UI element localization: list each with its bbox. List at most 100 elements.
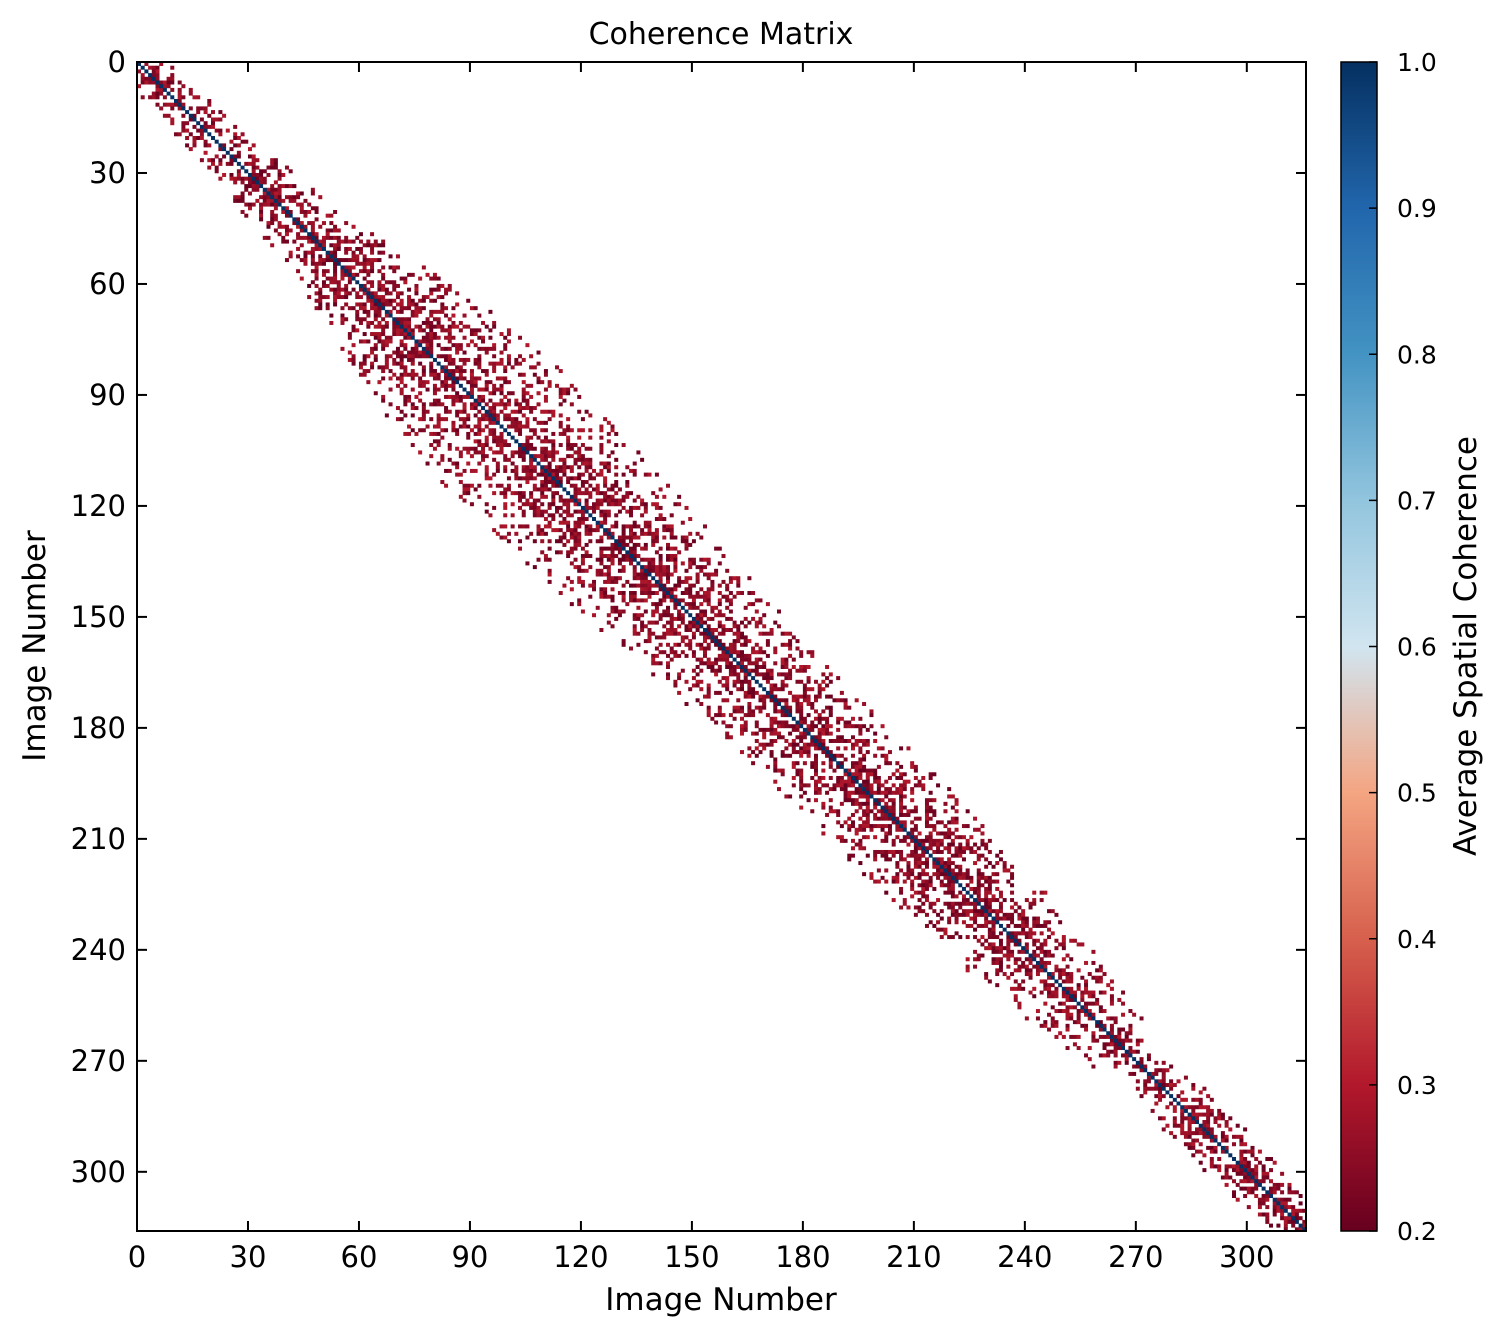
heatmap-cell — [1261, 1197, 1266, 1202]
heatmap-cell — [584, 487, 589, 492]
heatmap-cell — [669, 657, 674, 662]
heatmap-cell — [647, 628, 652, 632]
heatmap-cell — [651, 539, 656, 544]
heatmap-cell — [984, 886, 989, 891]
heatmap-cell — [344, 235, 349, 240]
heatmap-cell — [1039, 979, 1044, 984]
heatmap-cell — [299, 221, 304, 226]
heatmap-cell — [610, 624, 615, 629]
heatmap-cell — [1113, 1020, 1118, 1025]
heatmap-cell — [643, 587, 648, 592]
heatmap-cell — [333, 246, 338, 251]
heatmap-cell — [1232, 1134, 1237, 1139]
heatmap-cell — [666, 653, 671, 658]
heatmap-cell — [584, 505, 589, 510]
heatmap-cell — [1106, 1049, 1111, 1054]
heatmap-cell — [210, 161, 215, 166]
heatmap-cell — [466, 413, 471, 418]
heatmap-cell — [377, 309, 382, 314]
heatmap-cell — [425, 461, 430, 466]
heatmap-cell — [303, 224, 308, 229]
heatmap-cell — [296, 269, 301, 274]
heatmap-cell — [1021, 986, 1026, 991]
heatmap-cell — [259, 202, 264, 207]
heatmap-cell — [740, 668, 744, 673]
heatmap-cell — [884, 805, 889, 810]
diagonal-cell — [1202, 1127, 1207, 1132]
heatmap-cell — [891, 898, 896, 903]
heatmap-cell — [673, 502, 678, 507]
heatmap-cell — [484, 443, 489, 448]
heatmap-cell — [1010, 864, 1015, 869]
heatmap-cell — [673, 653, 678, 658]
heatmap-cell — [481, 443, 486, 448]
heatmap-cell — [299, 258, 304, 263]
diagonal-cell — [488, 413, 493, 418]
heatmap-cell — [1050, 983, 1055, 988]
diagonal-cell — [244, 169, 249, 174]
heatmap-cell — [606, 568, 611, 573]
heatmap-cell — [144, 76, 149, 81]
diagonal-cell — [395, 320, 400, 325]
heatmap-cell — [1050, 994, 1055, 999]
heatmap-cell — [606, 576, 611, 581]
heatmap-cell — [865, 820, 870, 825]
heatmap-cell — [791, 775, 796, 780]
heatmap-cell — [395, 417, 400, 422]
heatmap-cell — [362, 254, 367, 259]
heatmap-cell — [518, 446, 523, 451]
heatmap-cell — [314, 306, 319, 311]
heatmap-cell — [813, 761, 818, 766]
heatmap-cell — [654, 517, 659, 522]
heatmap-cell — [847, 724, 852, 729]
heatmap-cell — [928, 905, 933, 910]
heatmap-cell — [418, 324, 423, 329]
heatmap-cell — [1121, 1012, 1126, 1017]
heatmap-cell — [551, 513, 556, 518]
heatmap-cell — [614, 609, 619, 614]
heatmap-cell — [566, 465, 571, 470]
diagonal-cell — [462, 387, 467, 392]
heatmap-cell — [884, 853, 889, 858]
heatmap-cell — [562, 472, 567, 477]
heatmap-cell — [780, 713, 785, 718]
heatmap-cell — [721, 657, 726, 662]
heatmap-cell — [865, 824, 870, 829]
diagonal-cell — [310, 235, 315, 240]
heatmap-cell — [499, 431, 504, 436]
heatmap-cell — [806, 727, 811, 732]
heatmap-cell — [950, 905, 955, 910]
heatmap-cell — [495, 387, 500, 392]
heatmap-cell — [510, 450, 515, 455]
heatmap-cell — [444, 406, 449, 411]
diagonal-cell — [547, 472, 552, 477]
heatmap-cell — [732, 668, 737, 673]
heatmap-cell — [299, 228, 304, 233]
heatmap-cell — [503, 402, 508, 407]
heatmap-cell — [1065, 1005, 1070, 1010]
heatmap-cell — [462, 424, 467, 429]
heatmap-cell — [1032, 986, 1037, 991]
heatmap-cell — [1054, 964, 1059, 969]
heatmap-cell — [469, 376, 474, 381]
heatmap-cell — [477, 328, 482, 333]
heatmap-cell — [403, 398, 408, 403]
heatmap-cell — [651, 568, 656, 573]
heatmap-cell — [1287, 1219, 1292, 1224]
heatmap-cell — [614, 457, 619, 462]
heatmap-cell — [669, 591, 674, 596]
heatmap-cell — [876, 790, 881, 795]
heatmap-cell — [758, 750, 763, 755]
heatmap-cell — [462, 468, 467, 473]
heatmap-cell — [447, 339, 452, 344]
heatmap-cell — [325, 283, 330, 288]
heatmap-cell — [1021, 927, 1026, 932]
heatmap-cell — [192, 135, 197, 140]
heatmap-cell — [662, 528, 667, 533]
heatmap-cell — [314, 298, 319, 303]
heatmap-cell — [558, 369, 563, 374]
heatmap-cell — [817, 727, 822, 732]
heatmap-cell — [632, 498, 637, 503]
heatmap-cell — [469, 306, 474, 311]
heatmap-cell — [577, 565, 582, 570]
